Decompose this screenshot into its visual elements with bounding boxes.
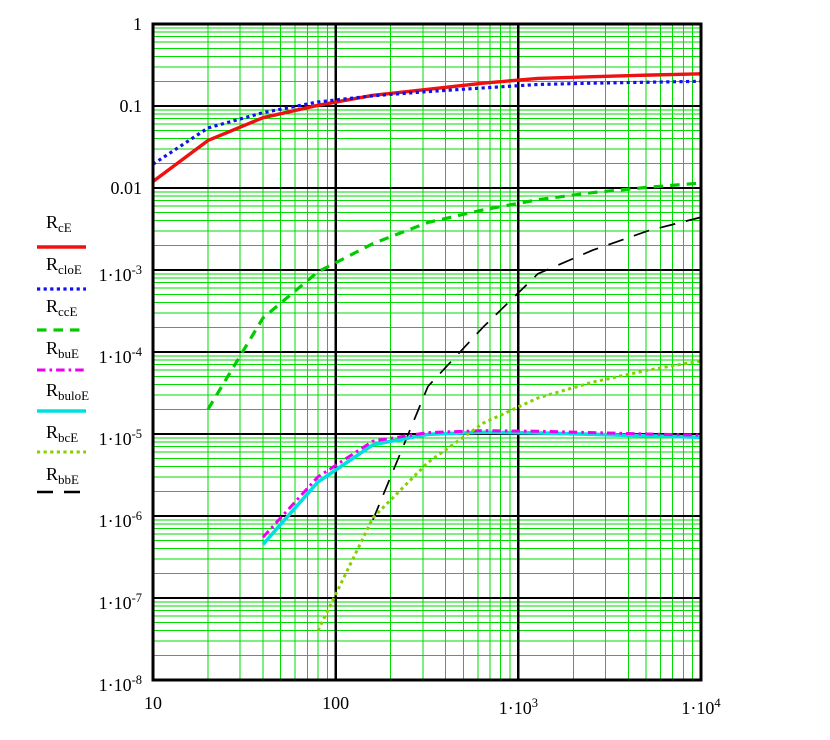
y-tick-label-5: 1·10-5 — [98, 427, 142, 449]
y-tick-label-1: 0.1 — [119, 96, 143, 116]
legend-subscript: bbE — [58, 472, 79, 487]
legend-subscript: cloE — [58, 262, 82, 277]
y-tick-label-4: 1·10-4 — [98, 345, 142, 367]
series-line-RbuloE — [261, 430, 702, 546]
series-line-RbcE — [316, 359, 702, 632]
series-line-RbuE — [261, 429, 702, 539]
y-tick-label-7: 1·10-7 — [98, 591, 142, 613]
y-tick-label-6: 1·10-6 — [98, 509, 142, 531]
exponent: -6 — [131, 509, 142, 523]
series-line-RcE — [151, 72, 702, 183]
legend-subscript: cE — [58, 220, 72, 235]
legend-item-RccE: RccE — [46, 296, 78, 319]
legend-subscript: bcE — [58, 430, 79, 445]
x-tick-label-3: 1·104 — [681, 696, 721, 718]
legend-item-RcE: RcE — [46, 212, 72, 235]
exponent: 3 — [531, 696, 538, 710]
exponent: -5 — [131, 427, 142, 441]
y-tick-label-8: 1·10-8 — [98, 673, 142, 695]
legend-item-RbuE: RbuE — [46, 338, 79, 361]
exponent: -8 — [131, 673, 142, 687]
y-tick-label-2: 0.01 — [110, 178, 143, 198]
x-tick-label-2: 1·103 — [498, 696, 538, 718]
grid-major — [153, 24, 701, 680]
legend-item-RbcE: RbcE — [46, 422, 79, 445]
exponent: -4 — [131, 345, 142, 359]
legend-subscript: buE — [58, 346, 79, 361]
plot-frame — [151, 22, 703, 682]
legend-item-RbuloE: RbuloE — [46, 380, 90, 403]
y-tick-label-3: 1·10-3 — [98, 263, 142, 285]
series-line-RbbE — [372, 216, 702, 521]
y-tick-label-0: 1 — [133, 14, 142, 34]
legend-item-RcloE: RcloE — [46, 254, 82, 277]
x-tick-label-0: 10 — [144, 693, 162, 713]
exponent: -7 — [131, 591, 142, 605]
x-tick-label-1: 100 — [322, 693, 350, 713]
legend-subscript: buloE — [58, 388, 90, 403]
exponent: -3 — [131, 263, 142, 277]
legend-item-RbbE: RbbE — [46, 464, 79, 487]
exponent: 4 — [714, 696, 721, 710]
legend-subscript: ccE — [58, 304, 78, 319]
series-line-RcloE — [152, 79, 702, 166]
